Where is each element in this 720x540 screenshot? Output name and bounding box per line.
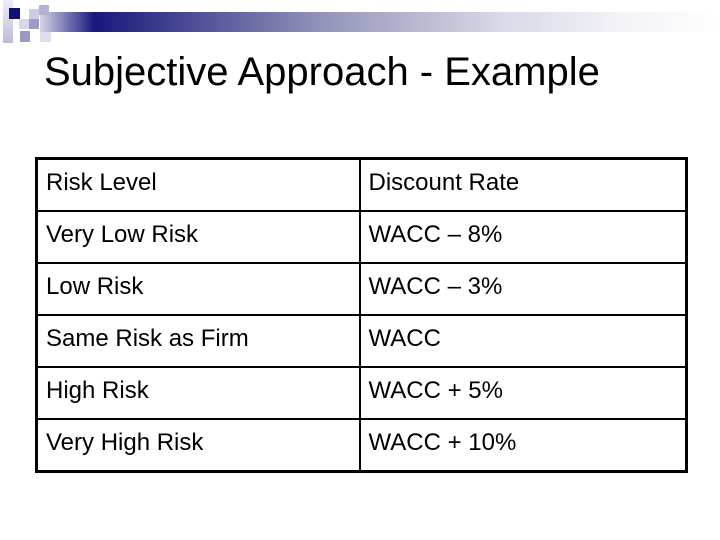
- table-cell: Low Risk: [35, 262, 361, 316]
- table-cell: Very Low Risk: [35, 210, 361, 264]
- table-cell: WACC – 3%: [358, 262, 688, 316]
- table-cell: Very High Risk: [35, 418, 361, 473]
- table-cell: WACC + 5%: [358, 366, 688, 420]
- decor-square-light-2: [19, 19, 29, 29]
- table-row: Very Low Risk WACC – 8%: [35, 210, 688, 264]
- table-row: Very High Risk WACC + 10%: [35, 418, 688, 473]
- table-cell: WACC + 10%: [358, 418, 688, 473]
- risk-discount-table: Risk Level Discount Rate Very Low Risk WA…: [35, 157, 688, 473]
- table-cell: WACC: [358, 314, 688, 368]
- decor-square-medium-1: [39, 5, 49, 15]
- decor-gradient-bar: [40, 12, 720, 32]
- table-row: High Risk WACC + 5%: [35, 366, 688, 420]
- decor-square-pale: [40, 32, 51, 42]
- table-cell: WACC – 8%: [358, 210, 688, 264]
- table-cell: Same Risk as Firm: [35, 314, 361, 368]
- decor-square-light-1: [29, 9, 39, 19]
- decor-square-medium-3: [20, 31, 30, 42]
- table-header-row: Risk Level Discount Rate: [35, 157, 688, 212]
- col-header-risk-level: Risk Level: [35, 157, 361, 212]
- table-cell: High Risk: [35, 366, 361, 420]
- table-body: Very Low Risk WACC – 8% Low Risk WACC – 3% S…: [35, 210, 688, 473]
- table-row: Same Risk as Firm WACC: [35, 314, 688, 368]
- decor-square-dark: [9, 8, 20, 19]
- col-header-discount-rate: Discount Rate: [358, 157, 688, 212]
- slide-title: Subjective Approach - Example: [44, 50, 600, 94]
- table-row: Low Risk WACC – 3%: [35, 262, 688, 316]
- decor-vertical-bar: [3, 0, 13, 43]
- decor-square-medium-2: [29, 19, 39, 29]
